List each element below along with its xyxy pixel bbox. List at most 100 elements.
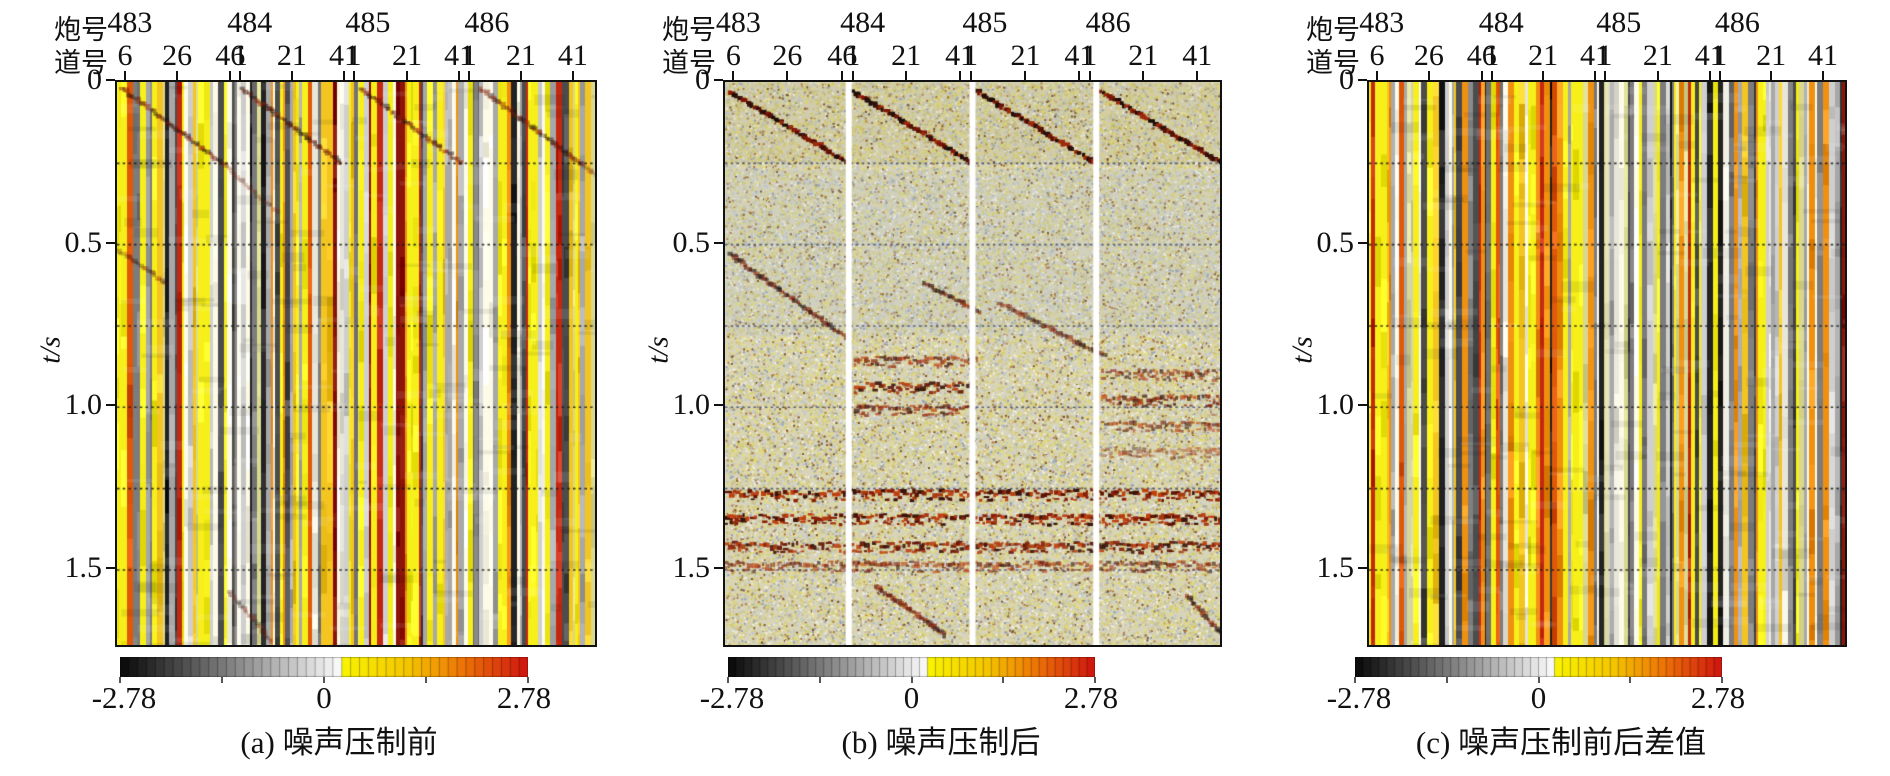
trace-tick: [1770, 71, 1773, 80]
colorbar-tick: [527, 677, 529, 683]
shot-number-486: 486: [1085, 6, 1131, 39]
shot-number-486: 486: [1714, 6, 1760, 39]
trace-number: 6: [1369, 39, 1385, 72]
trace-number: 1: [845, 39, 861, 72]
trace-tick: [176, 71, 179, 80]
trace-number: 41: [1694, 39, 1725, 72]
colorbar-tick: [1002, 677, 1005, 683]
time-tick: [106, 79, 115, 81]
colorbar-max-c: 2.78: [1690, 680, 1746, 715]
colorbar-tick: [1094, 677, 1096, 683]
trace-tick: [290, 71, 293, 80]
caption-b: (b) 噪声压制后: [841, 725, 1041, 760]
trace-number: 26: [1413, 39, 1444, 72]
trace-number: 1: [1484, 39, 1500, 72]
trace-tick: [1542, 71, 1545, 80]
colorbar-max-b: 2.78: [1063, 680, 1119, 715]
trace-number: 41: [444, 39, 475, 72]
time-axis-title-a: t/s: [34, 336, 67, 364]
colorbar-tick: [119, 677, 121, 683]
time-tick-label: 0.5: [1316, 225, 1355, 259]
trace-tick: [1708, 71, 1711, 80]
colorbar-tick: [727, 677, 729, 683]
colorbar-tick: [818, 677, 821, 683]
trace-tick: [1480, 71, 1483, 80]
caption-c: (c) 噪声压制前后差值: [1415, 725, 1707, 760]
shot-number-484: 484: [840, 6, 886, 39]
trace-tick: [851, 71, 854, 80]
time-tick-label: 0: [87, 63, 102, 96]
trace-number: 41: [328, 39, 359, 72]
shot-number-485: 485: [1596, 6, 1642, 39]
trace-tick: [959, 71, 962, 80]
time-tick-label: 1.0: [1316, 388, 1355, 422]
colorbar-min-a: -2.78: [91, 680, 157, 715]
trace-number: 1: [1597, 39, 1613, 72]
time-axis-title-c: t/s: [1286, 336, 1319, 364]
trace-tick: [468, 71, 471, 80]
trace-tick: [1594, 71, 1596, 80]
seismic-plot-b: [723, 80, 1222, 647]
trace-number: 1: [346, 39, 362, 72]
trace-tick: [1375, 71, 1378, 80]
trace-tick: [1427, 71, 1430, 80]
trace-number: 26: [772, 39, 803, 72]
colorbar-tick: [323, 677, 325, 683]
trace-header-label-b: 道号: [662, 48, 716, 78]
time-tick: [714, 241, 723, 244]
trace-number: 21: [1128, 39, 1159, 72]
trace-tick: [353, 71, 355, 80]
colorbar-c: [1355, 657, 1722, 677]
trace-number: 41: [557, 39, 588, 72]
shot-header-label-a: 炮号: [54, 15, 108, 45]
shot-header-label-c: 炮号: [1306, 15, 1360, 45]
colorbar-tick: [1721, 677, 1723, 683]
trace-tick: [458, 71, 461, 80]
shot-number-485: 485: [345, 6, 391, 39]
trace-number: 26: [162, 39, 193, 72]
colorbar-max-a: 2.78: [496, 680, 552, 715]
shot-number-484: 484: [1478, 6, 1524, 39]
trace-number: 21: [1010, 39, 1041, 72]
trace-number: 6: [725, 39, 741, 72]
shot-number-484: 484: [227, 6, 273, 39]
trace-tick: [1718, 71, 1721, 80]
time-tick-label: 1.5: [672, 550, 711, 584]
trace-tick: [905, 71, 908, 80]
shot-number-483: 483: [715, 6, 761, 39]
shot-number-483: 483: [107, 6, 153, 39]
trace-number: 1: [232, 39, 248, 72]
time-tick: [714, 79, 723, 81]
trace-tick: [1142, 71, 1145, 80]
trace-number: 41: [1182, 39, 1213, 72]
trace-tick: [1490, 71, 1493, 80]
trace-tick: [342, 71, 345, 80]
time-tick-label: 0.5: [672, 225, 711, 259]
time-tick: [1358, 404, 1367, 407]
colorbar-tick: [1537, 677, 1540, 683]
time-axis-title-b: t/s: [642, 336, 675, 364]
time-tick-label: 1.5: [64, 550, 103, 584]
trace-number: 46: [215, 39, 246, 72]
trace-number: 21: [276, 39, 307, 72]
time-tick-label: 1.5: [1316, 550, 1355, 584]
colorbar-tick: [425, 677, 427, 683]
colorbar-b: [728, 657, 1095, 677]
shot-number-483: 483: [1359, 6, 1405, 39]
colorbar-min-b: -2.78: [699, 680, 765, 715]
trace-tick: [1822, 71, 1824, 80]
trace-tick: [229, 71, 232, 80]
seismic-plot-c: [1367, 80, 1847, 647]
trace-tick: [732, 71, 735, 80]
trace-tick: [239, 71, 242, 80]
trace-tick: [1024, 71, 1027, 80]
time-tick: [1358, 566, 1367, 569]
trace-tick: [786, 71, 789, 80]
colorbar-tick: [1629, 677, 1632, 683]
trace-tick: [1196, 71, 1199, 80]
shot-number-485: 485: [962, 6, 1008, 39]
trace-number: 21: [505, 39, 536, 72]
time-tick: [1358, 79, 1367, 81]
time-tick-label: 1.0: [672, 388, 711, 422]
